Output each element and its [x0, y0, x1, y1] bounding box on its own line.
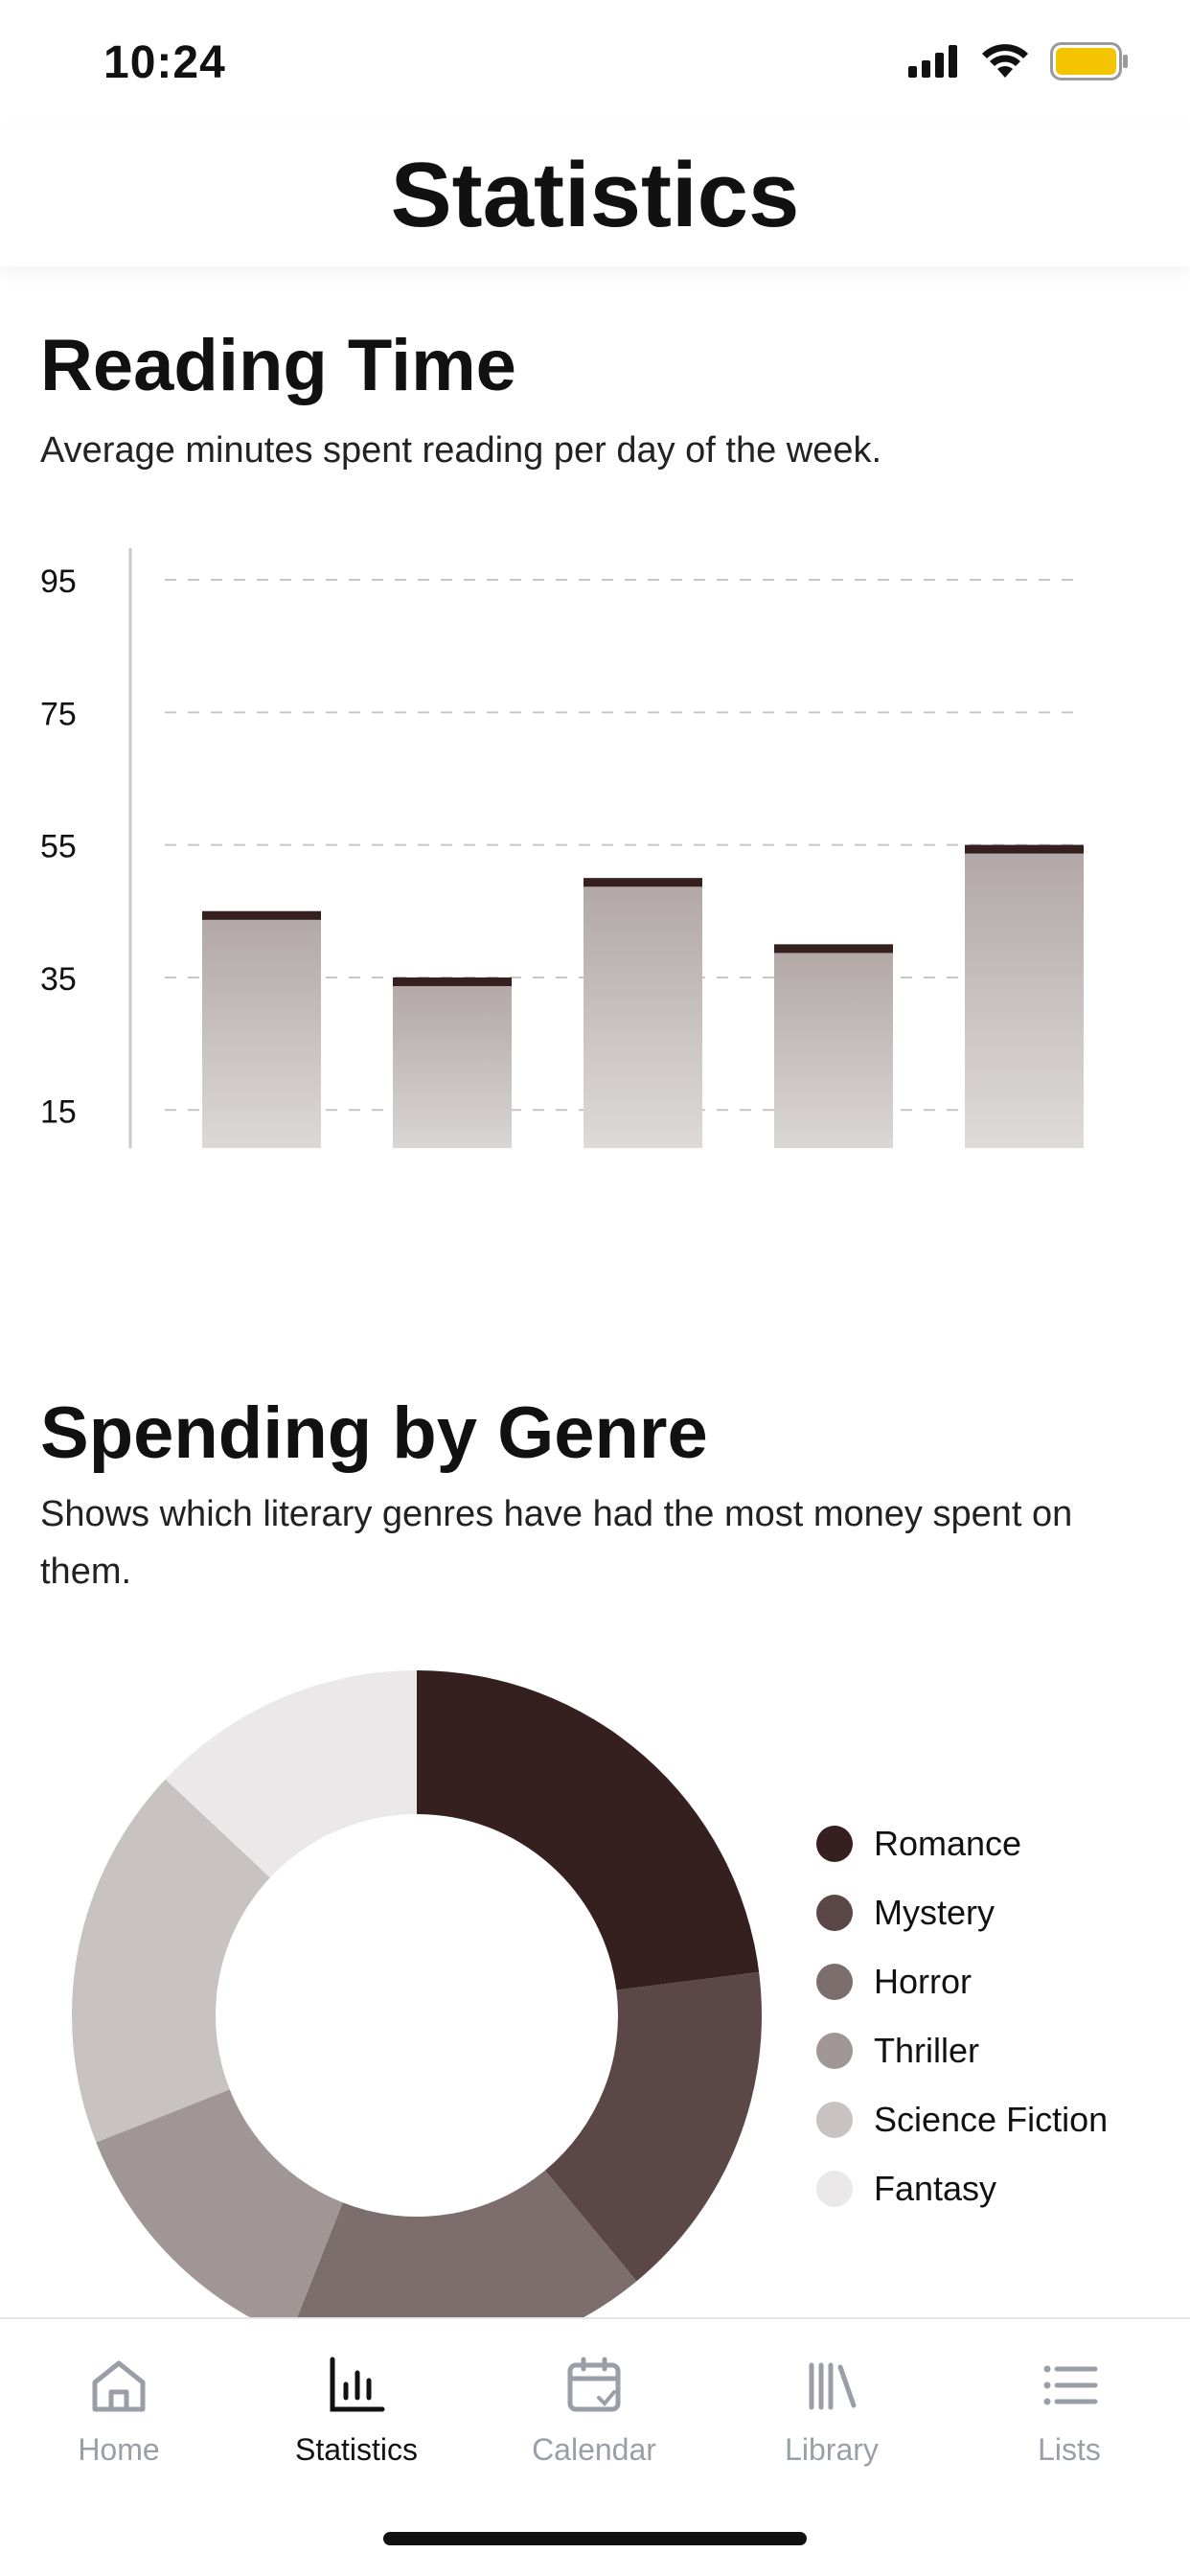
donut-slice [544, 1971, 763, 2282]
reading-time-title: Reading Time [40, 325, 516, 406]
legend-label: Romance [874, 1824, 1022, 1863]
home-icon [92, 2360, 146, 2412]
reading-time-bar-chart: 9575553515MonTueWedThuFri [40, 548, 1084, 1295]
bar-cap [584, 878, 702, 887]
bar [965, 844, 1084, 1209]
donut-slice [165, 1670, 417, 1878]
legend-label: Horror [874, 1962, 973, 2001]
legend-item: Science Fiction [816, 2085, 1108, 2154]
tab-bar: Home Statistics Calendar Library [0, 2317, 1190, 2576]
reading-time-chart: 9575553515MonTueWedThuFri [0, 535, 1190, 1295]
spending-title: Spending by Genre [40, 1392, 708, 1474]
donut-svg [71, 1670, 763, 2317]
home-indicator [383, 2532, 807, 2545]
wifi-icon [982, 44, 1028, 78]
legend-label: Mystery [874, 1893, 995, 1932]
donut-slice [96, 2089, 343, 2317]
status-bar: 10:24 [0, 0, 1190, 125]
y-tick-label: 15 [40, 1093, 77, 1130]
tab-calendar-label: Calendar [532, 2432, 656, 2467]
tab-lists-label: Lists [1038, 2432, 1101, 2467]
legend-item: Horror [816, 1947, 1108, 2016]
battery-icon [1050, 42, 1128, 80]
legend-swatch [816, 2033, 853, 2069]
status-icons [908, 42, 1129, 80]
bar-cap [774, 944, 893, 954]
legend-swatch [816, 2102, 853, 2138]
reading-time-description: Average minutes spent reading per day of… [40, 430, 882, 471]
bar-cap [202, 910, 321, 920]
tab-lists[interactable]: Lists [950, 2352, 1188, 2468]
page-header: Statistics [0, 125, 1190, 266]
tab-home-label: Home [78, 2432, 160, 2467]
signal-icon [908, 45, 957, 78]
content[interactable]: Reading Time Average minutes spent readi… [0, 266, 1190, 2317]
legend-item: Thriller [816, 2016, 1108, 2085]
page-title: Statistics [390, 144, 800, 246]
legend-swatch [816, 1964, 853, 2000]
donut-slice [71, 1779, 270, 2143]
y-tick-label: 35 [40, 961, 77, 998]
bar [202, 910, 321, 1209]
legend-item: Romance [816, 1809, 1108, 1878]
y-tick-label: 75 [40, 696, 77, 732]
tab-library[interactable]: Library [713, 2352, 950, 2468]
library-icon [809, 2362, 857, 2410]
lists-icon [1043, 2365, 1098, 2405]
tab-home[interactable]: Home [0, 2352, 238, 2468]
donut-slice [417, 1670, 760, 1990]
legend-swatch [816, 2171, 853, 2207]
legend-label: Science Fiction [874, 2100, 1109, 2139]
spending-description: Shows which literary genres have had the… [40, 1494, 1073, 1592]
calendar-icon [567, 2357, 621, 2412]
tab-statistics-label: Statistics [294, 2432, 419, 2467]
y-tick-label: 95 [40, 564, 77, 600]
bar [774, 944, 893, 1209]
bar [393, 977, 512, 1209]
donut-slice [297, 2170, 637, 2317]
y-tick-label: 55 [40, 829, 77, 865]
legend-swatch [816, 1826, 853, 1862]
legend-label: Thriller [874, 2031, 980, 2070]
legend-item: Mystery [816, 1878, 1108, 1947]
tab-library-label: Library [785, 2432, 879, 2467]
spending-legend: Romance Mystery Horror Thriller Science Fict… [816, 1809, 1108, 2223]
bar-cap [393, 977, 512, 986]
legend-swatch [816, 1895, 853, 1931]
statistics-icon [330, 2357, 385, 2412]
status-time: 10:24 [103, 37, 226, 88]
bar-cap [965, 844, 1084, 854]
tab-calendar[interactable]: Calendar [475, 2352, 713, 2468]
bar [584, 878, 702, 1209]
legend-item: Fantasy [816, 2154, 1108, 2223]
spending-donut-chart [67, 1666, 767, 2317]
tab-statistics[interactable]: Statistics [238, 2352, 475, 2468]
legend-label: Fantasy [874, 2169, 997, 2208]
